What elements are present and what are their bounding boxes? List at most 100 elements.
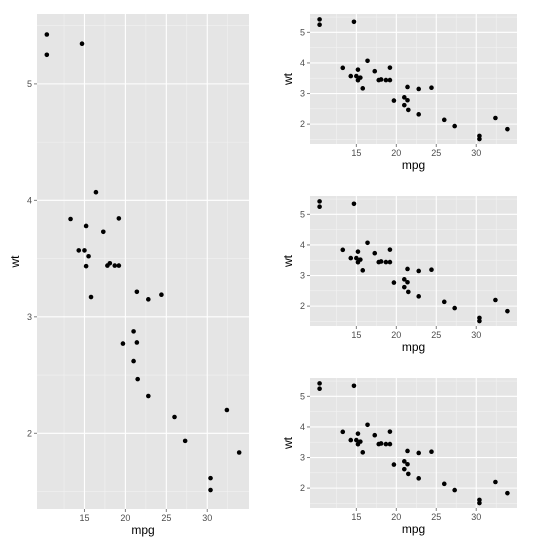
data-point	[224, 407, 230, 413]
data-point	[402, 102, 407, 108]
data-point	[317, 17, 322, 22]
data-point	[208, 487, 213, 493]
y-tick-label: 5	[27, 79, 32, 89]
x-axis-title: mpg	[131, 523, 154, 537]
data-point	[348, 437, 354, 443]
data-point	[340, 429, 346, 435]
data-point	[317, 199, 322, 204]
data-point	[88, 294, 94, 300]
data-point	[159, 292, 164, 297]
x-tick-label: 15	[351, 148, 361, 158]
data-point	[405, 97, 410, 103]
data-point	[505, 126, 510, 132]
data-point	[317, 386, 322, 392]
data-point	[365, 58, 370, 64]
data-point	[79, 41, 85, 46]
x-tick-label: 25	[431, 512, 441, 522]
data-point	[376, 259, 382, 265]
x-tick-label: 25	[431, 330, 441, 340]
data-point	[355, 77, 361, 83]
data-point	[402, 459, 407, 464]
data-point	[348, 255, 354, 261]
scatter-panel-1: 15 20 25 30 2 3 4 5 mpg wt	[8, 14, 249, 537]
data-point	[372, 68, 378, 74]
data-point	[360, 268, 366, 273]
data-point	[372, 250, 378, 256]
x-tick-label: 15	[79, 513, 89, 523]
data-point	[317, 22, 322, 28]
data-point	[383, 441, 389, 447]
data-point	[452, 487, 457, 493]
data-point	[493, 297, 498, 303]
y-tick-label: 3	[27, 312, 32, 322]
data-point	[383, 77, 389, 83]
data-point	[351, 383, 357, 389]
data-point	[82, 248, 87, 253]
data-point	[76, 248, 82, 253]
data-point	[416, 268, 421, 274]
data-point	[402, 284, 407, 290]
y-tick-label: 5	[300, 391, 305, 401]
x-tick-label: 20	[120, 513, 130, 523]
data-point	[355, 249, 361, 254]
data-point	[376, 77, 382, 83]
scatter-panel-4: 15 20 25 30 2 3 4 5 mpg wt	[281, 378, 517, 536]
data-point	[406, 107, 411, 113]
panel-background	[37, 14, 249, 509]
data-point	[406, 471, 411, 477]
y-tick-label: 2	[300, 119, 305, 129]
data-point	[405, 266, 410, 272]
data-point	[493, 479, 498, 485]
data-point	[452, 305, 457, 311]
data-point	[172, 414, 177, 420]
data-point	[134, 340, 140, 345]
data-point	[355, 67, 361, 72]
data-point	[387, 429, 393, 434]
data-point	[416, 86, 421, 92]
data-point	[146, 393, 151, 399]
data-point	[105, 263, 110, 268]
data-point	[387, 77, 393, 83]
y-tick-label: 3	[300, 271, 305, 281]
y-tick-label: 5	[300, 209, 305, 219]
data-point	[135, 376, 140, 382]
data-point	[429, 449, 434, 455]
data-point	[354, 255, 359, 261]
x-tick-label: 30	[471, 330, 481, 340]
data-point	[416, 294, 421, 299]
data-point	[391, 98, 397, 103]
data-point	[116, 263, 122, 268]
data-point	[360, 450, 366, 455]
data-point	[131, 329, 136, 334]
scatter-panel-2: 15 20 25 30 2 3 4 5 mpg wt	[281, 14, 517, 172]
y-tick-label: 4	[300, 58, 305, 68]
y-tick-label: 3	[300, 89, 305, 99]
data-point	[505, 308, 510, 314]
data-point	[416, 450, 421, 456]
x-tick-label: 25	[431, 148, 441, 158]
data-point	[441, 117, 447, 123]
data-point	[387, 441, 393, 447]
data-point	[351, 19, 357, 25]
data-point	[391, 462, 397, 467]
data-point	[83, 223, 89, 229]
x-tick-label: 30	[471, 512, 481, 522]
data-point	[383, 259, 389, 265]
panel-background	[310, 14, 517, 144]
data-point	[340, 65, 346, 71]
y-tick-label: 4	[300, 240, 305, 250]
data-point	[120, 341, 126, 346]
data-point	[452, 123, 457, 129]
data-point	[405, 448, 410, 454]
y-axis-title: wt	[281, 254, 295, 268]
data-point	[505, 490, 510, 496]
data-point	[83, 263, 89, 269]
data-point	[116, 216, 122, 221]
data-point	[236, 450, 242, 455]
data-point	[416, 476, 421, 481]
scatter-panel-3: 15 20 25 30 2 3 4 5 mpg wt	[281, 196, 517, 354]
x-axis-title: mpg	[402, 158, 425, 172]
data-point	[405, 84, 410, 90]
data-point	[348, 73, 354, 79]
